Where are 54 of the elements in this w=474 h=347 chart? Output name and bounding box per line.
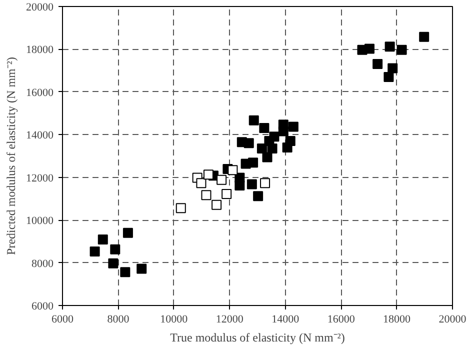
point <box>90 246 100 256</box>
point <box>201 190 212 200</box>
x-tick-label: 10000 <box>160 314 188 326</box>
point <box>256 144 267 154</box>
point <box>246 179 257 190</box>
point <box>248 158 258 168</box>
point <box>372 58 383 69</box>
point <box>98 234 108 245</box>
point <box>120 267 130 278</box>
point <box>253 191 264 202</box>
y-tick-label: 18000 <box>26 44 54 56</box>
x-axis-title: True modulus of elasticity (N mm⁻²) <box>170 330 345 344</box>
y-tick-label: 6000 <box>32 300 54 312</box>
point <box>203 170 214 180</box>
point <box>176 203 186 214</box>
point <box>388 63 398 74</box>
point <box>282 142 292 152</box>
point <box>396 44 407 55</box>
y-tick-label: 20000 <box>26 2 54 14</box>
x-tick-label: 14000 <box>272 314 300 326</box>
point <box>228 165 238 176</box>
y-tick-label: 8000 <box>32 258 54 270</box>
x-tick-label: 16000 <box>327 314 356 326</box>
point <box>384 42 395 52</box>
x-tick-label: 18000 <box>383 314 412 326</box>
point <box>248 115 259 126</box>
point <box>419 32 430 42</box>
point <box>222 189 232 200</box>
x-tick-label: 20000 <box>438 314 467 326</box>
point <box>234 180 245 190</box>
point <box>262 152 272 162</box>
y-axis-title: Predicted modulus of elasticity (N mm⁻²) <box>4 57 18 255</box>
y-tick-label: 16000 <box>26 86 54 99</box>
x-tick-label: 8000 <box>107 314 130 326</box>
point <box>136 264 147 274</box>
point <box>108 258 118 268</box>
y-tick-label: 10000 <box>26 215 54 228</box>
point <box>122 228 133 238</box>
point <box>110 244 120 254</box>
point <box>364 44 374 54</box>
point <box>267 144 278 154</box>
point <box>384 72 394 82</box>
point <box>212 200 222 210</box>
point <box>216 174 227 185</box>
point <box>288 122 298 132</box>
point <box>196 178 206 188</box>
point <box>244 138 254 148</box>
y-tick-label: 12000 <box>26 172 54 184</box>
point <box>260 178 270 188</box>
point <box>278 126 288 136</box>
x-tick-label: 12000 <box>216 314 244 326</box>
point <box>259 123 270 134</box>
x-tick-label: 6000 <box>52 314 74 326</box>
y-tick-label: 14000 <box>26 130 54 142</box>
